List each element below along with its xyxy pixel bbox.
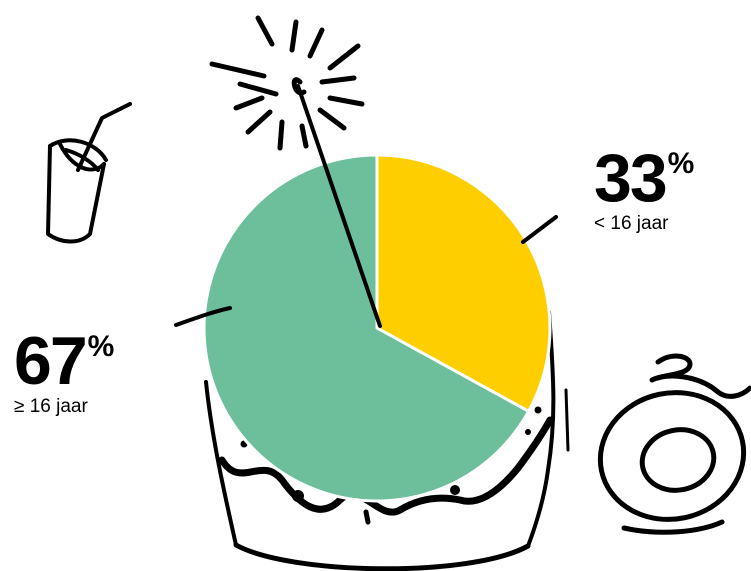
- cup-lid-inner: [64, 148, 100, 172]
- candle-sparkle-icon: [209, 15, 382, 328]
- label-over-16: 67% ≥ 16 jaar: [14, 327, 115, 417]
- pointer-line-under: [521, 215, 558, 244]
- pie-slice-over-16: [202, 153, 531, 503]
- candle-flame-loop: [291, 77, 307, 96]
- label-over-16-text: ≥ 16 jaar: [14, 396, 88, 417]
- candy-swirl-2: [649, 373, 751, 399]
- pie-slices: [202, 153, 552, 503]
- cake-bottom-curve: [233, 542, 531, 571]
- percent-under-16: 33%: [594, 144, 695, 212]
- label-under-16: 33% < 16 jaar: [594, 144, 695, 234]
- percent-over-16-sign: %: [87, 330, 115, 363]
- cup-body: [46, 144, 106, 244]
- cake-left-edge: [204, 380, 238, 547]
- cake-dot: [450, 485, 460, 495]
- plate-candy-icon: [597, 353, 751, 535]
- cake-right-edge-inner: [564, 388, 570, 452]
- cup-rim: [48, 138, 108, 162]
- label-under-16-text: < 16 jaar: [594, 213, 669, 234]
- cup-lid-line: [58, 142, 106, 172]
- percent-over-16-number: 67: [14, 323, 88, 399]
- cake-dot: [534, 406, 542, 414]
- cup-straw: [76, 102, 132, 172]
- percent-over-16: 67%: [14, 327, 115, 395]
- cake-drip-wave: [218, 416, 554, 516]
- candle-wick: [296, 84, 382, 328]
- percent-under-16-sign: %: [667, 147, 695, 180]
- plate-outer: [597, 390, 747, 522]
- plate-inner: [639, 427, 717, 493]
- percent-under-16-number: 33: [594, 140, 668, 216]
- cake-right-edge: [526, 310, 556, 548]
- drink-cup-icon: [46, 102, 132, 244]
- pointer-line-over: [174, 306, 232, 327]
- plate-shadow: [621, 519, 725, 535]
- cake-dot: [525, 429, 531, 435]
- cake-dot: [363, 509, 371, 525]
- cake-dot: [292, 490, 304, 502]
- sparkle-rays: [209, 15, 365, 151]
